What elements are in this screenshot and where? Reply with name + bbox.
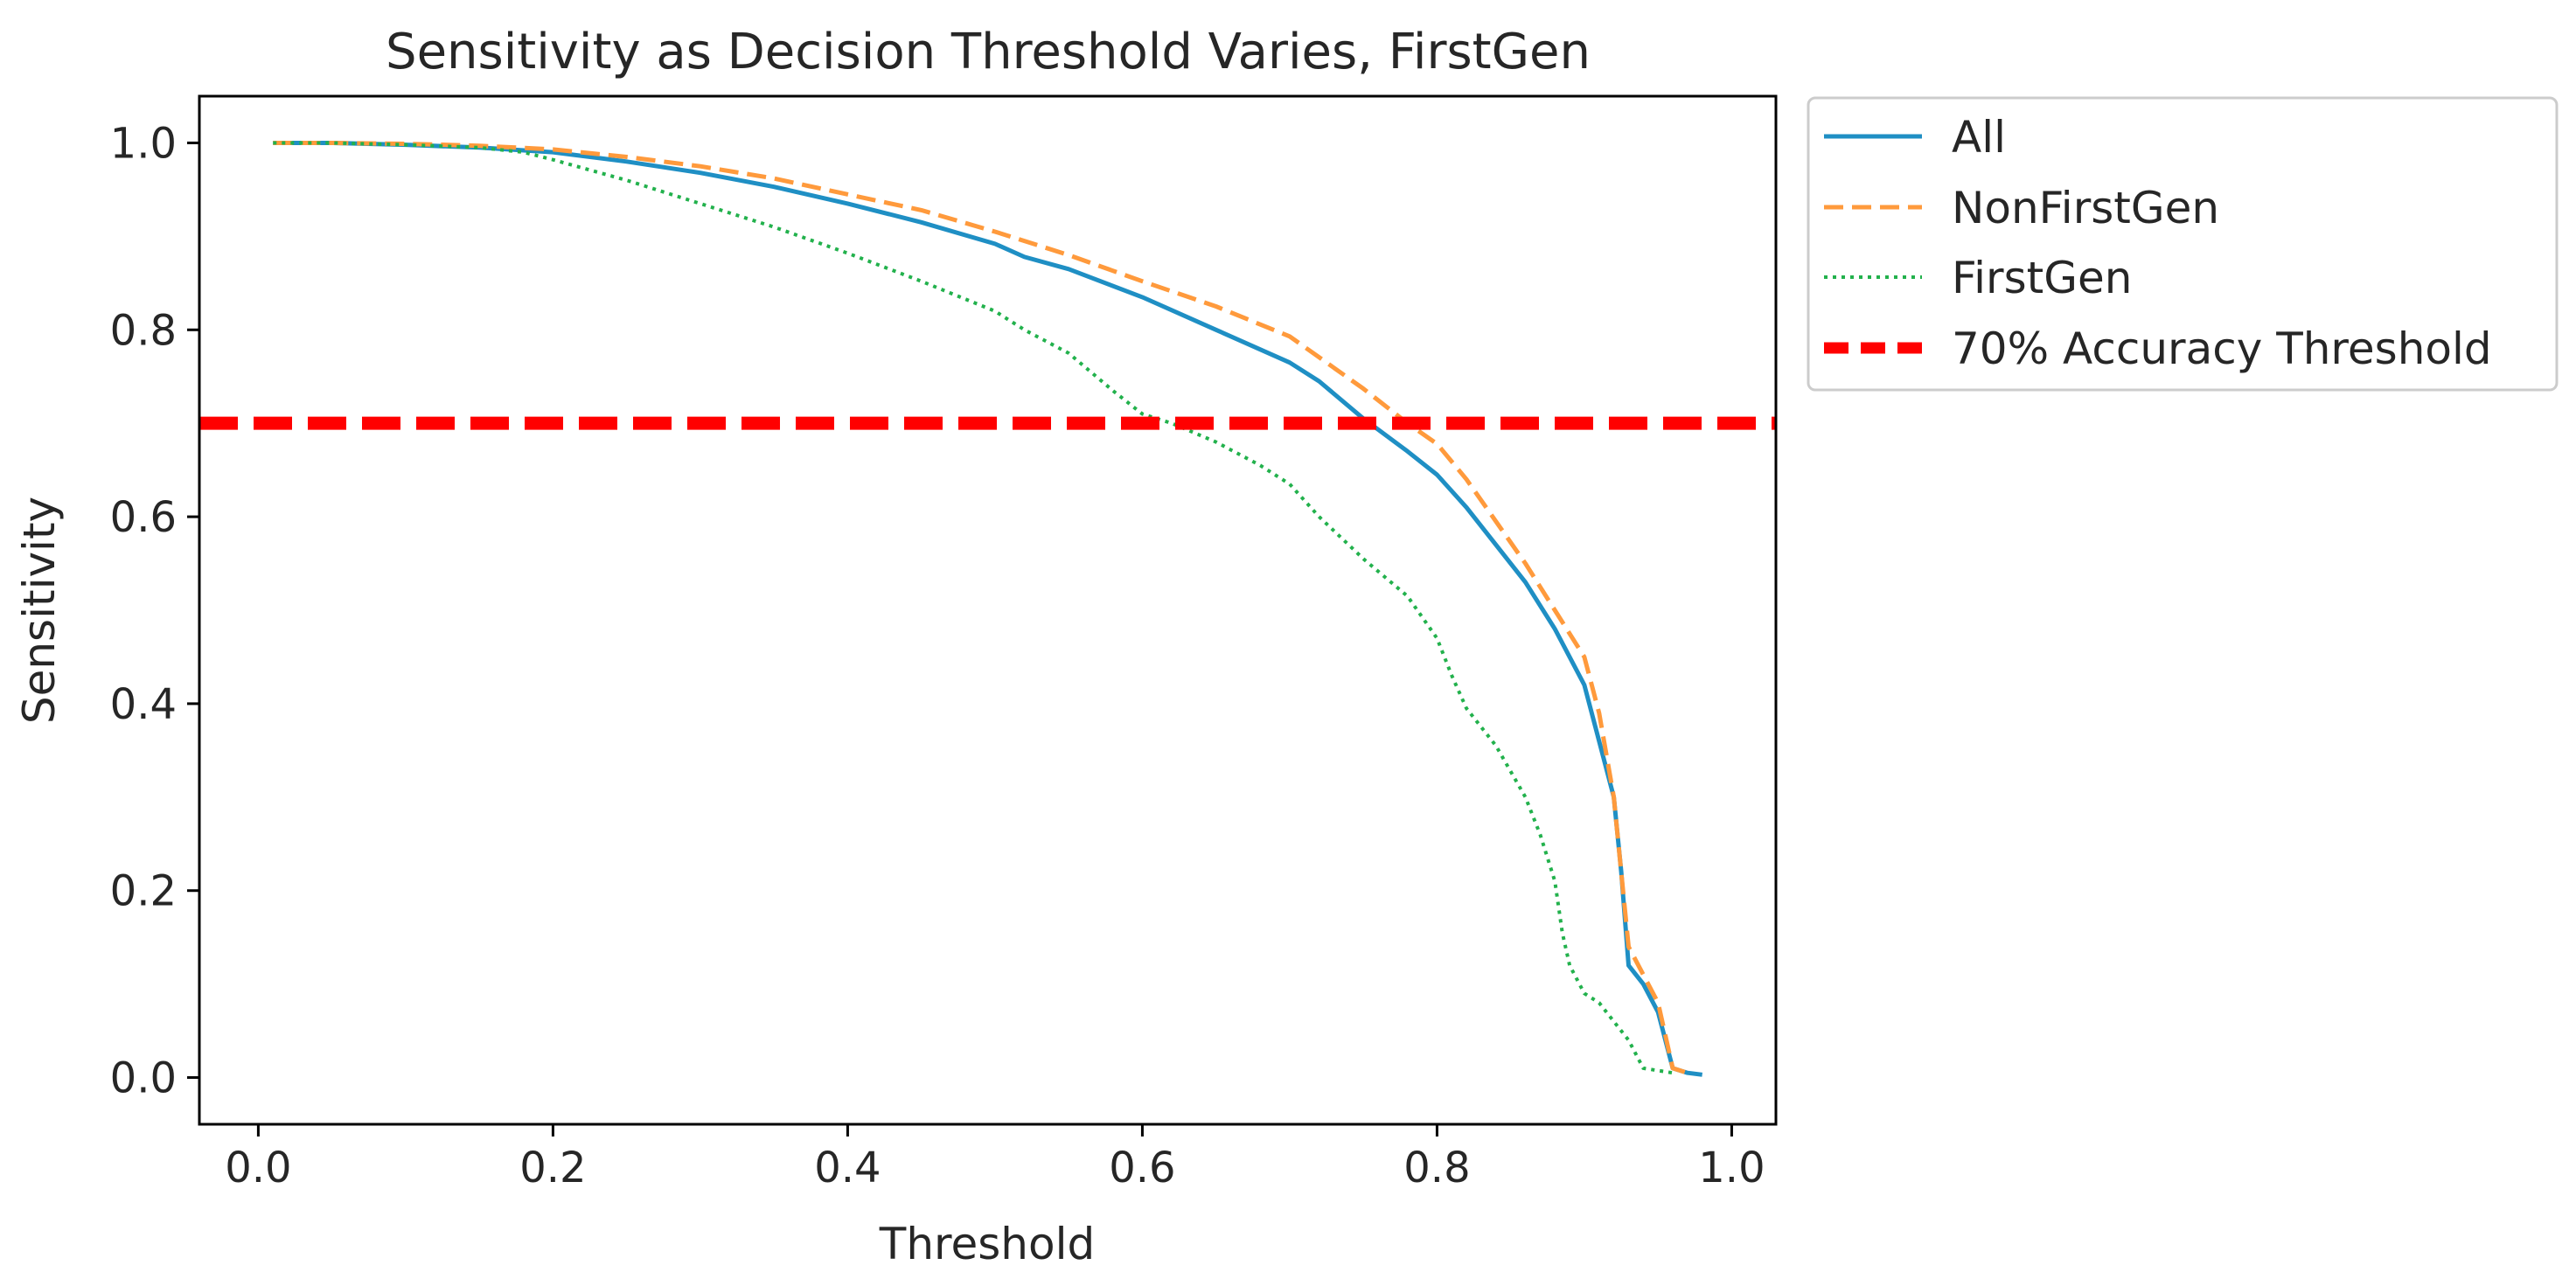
- legend-label-all: All: [1952, 112, 2006, 163]
- y-tick-label: 0.6: [110, 493, 177, 542]
- x-tick-label: 0.6: [1109, 1143, 1175, 1192]
- legend-frame: [1807, 96, 2559, 392]
- chart-title: Sensitivity as Decision Threshold Varies…: [386, 24, 1591, 80]
- y-tick-label: 0.4: [110, 680, 177, 729]
- y-tick-label: 0.8: [110, 306, 177, 355]
- legend-label-70-accuracy-threshold: 70% Accuracy Threshold: [1952, 323, 2492, 374]
- x-tick-label: 0.4: [814, 1143, 881, 1192]
- y-axis-label: Sensitivity: [14, 497, 65, 724]
- x-tick-label: 0.8: [1403, 1143, 1470, 1192]
- series-line-nonfirstgen: [273, 141, 1688, 1075]
- y-tick-label: 0.0: [110, 1054, 177, 1103]
- legend: All NonFirstGen FirstGen 70% Accuracy Thres…: [1807, 96, 2559, 392]
- x-tick-label: 1.0: [1698, 1143, 1765, 1192]
- plot-frame: [198, 94, 1778, 1126]
- y-tick-label: 1.0: [110, 119, 177, 168]
- x-axis-label: Threshold: [879, 1219, 1095, 1269]
- legend-label-nonfirstgen: NonFirstGen: [1952, 183, 2219, 233]
- x-tick-label: 0.0: [225, 1143, 291, 1192]
- legend-label-firstgen: FirstGen: [1952, 253, 2132, 303]
- y-tick-label: 0.2: [110, 867, 177, 916]
- x-tick-label: 0.2: [519, 1143, 586, 1192]
- series-line-firstgen: [273, 141, 1674, 1075]
